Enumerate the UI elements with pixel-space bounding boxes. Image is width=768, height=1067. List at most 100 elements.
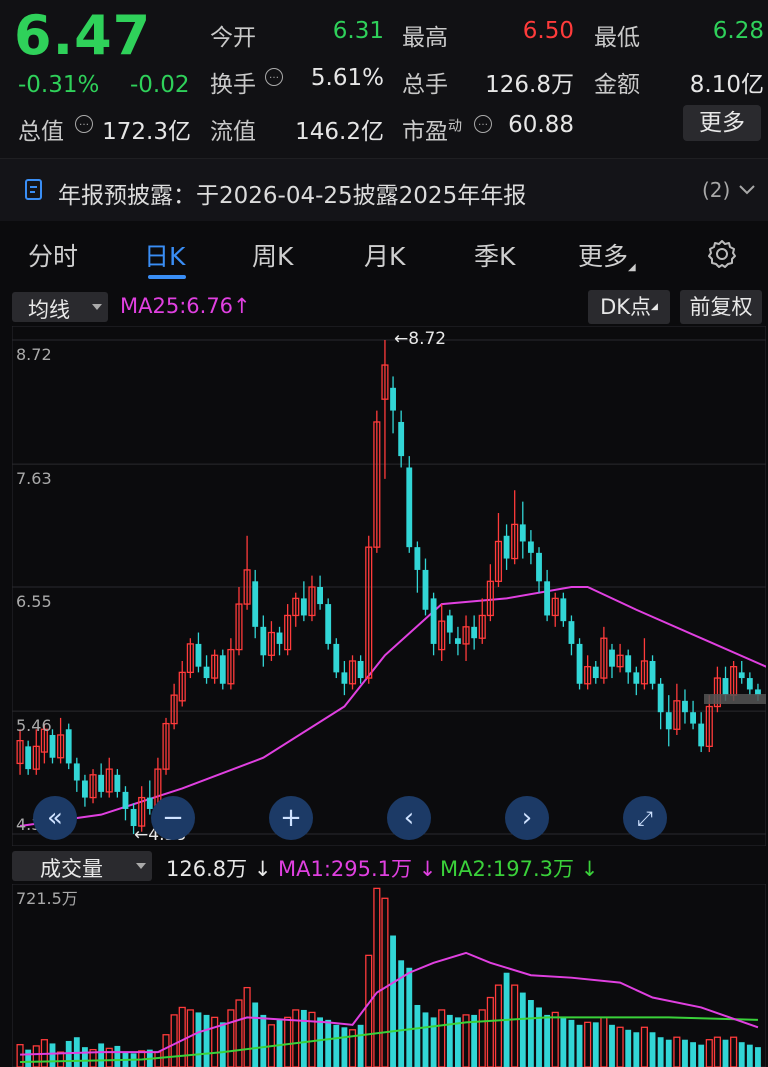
candle-body (576, 643, 583, 684)
tab-monthly-k[interactable]: 月K (364, 242, 406, 271)
open-value: 6.31 (332, 18, 384, 44)
more-button[interactable]: 更多 (683, 105, 761, 141)
candle-body (219, 655, 226, 684)
candle-body (252, 581, 259, 627)
period-tabs: 分时 日K 周K 月K 季K 更多◢ (0, 222, 768, 286)
candle-body (455, 638, 461, 644)
candle-body (284, 614, 292, 651)
ma25-legend: MA25:6.76↑ (120, 294, 251, 318)
volume-bar (657, 1037, 664, 1067)
candle (276, 626, 283, 656)
candle (284, 604, 292, 656)
chevron-down-icon (136, 863, 146, 869)
volume-ma-lines (20, 951, 759, 1064)
open-label: 今开 (210, 25, 256, 51)
volume-bar (227, 1009, 235, 1067)
candle (584, 655, 592, 690)
candle-body (705, 705, 713, 748)
candle (398, 410, 405, 468)
zoom-in-icon[interactable]: + (269, 796, 313, 840)
candle-body (422, 569, 429, 610)
candle-body (381, 364, 389, 400)
candle-body (65, 729, 72, 764)
candle (511, 490, 519, 565)
candle (365, 535, 373, 684)
turnover-label: 换手 (210, 72, 256, 98)
candle-body (57, 734, 65, 759)
notice-bar[interactable]: 年报预披露：于2026-04-25披露2025年年报 (2) (0, 158, 768, 221)
y-tick-label: 7.63 (16, 469, 52, 488)
gear-icon[interactable] (706, 238, 738, 270)
candle-body (276, 632, 283, 644)
adjust-button[interactable]: 前复权 (680, 290, 762, 324)
candle-body (494, 540, 503, 582)
candle-body (105, 768, 113, 793)
y-tick-label: 8.72 (16, 345, 52, 364)
candle (341, 660, 348, 696)
candle (146, 780, 153, 815)
tab-quarterly-k[interactable]: 季K (474, 242, 516, 271)
info-icon[interactable]: … (75, 115, 93, 133)
volume-indicator-select[interactable]: 成交量 (12, 851, 152, 881)
candle-body (633, 672, 640, 684)
candle-body (446, 615, 453, 633)
info-icon[interactable]: … (474, 115, 492, 133)
info-icon[interactable]: … (265, 68, 283, 86)
dk-point-button[interactable]: DK点◢ (588, 290, 670, 324)
candle-body (640, 660, 648, 685)
fullscreen-icon[interactable]: ⤢ (623, 796, 667, 840)
rewind-icon[interactable]: « (33, 796, 77, 840)
candle (430, 592, 437, 656)
candle (219, 649, 226, 690)
amount-label: 金额 (594, 72, 640, 98)
volume-bar (325, 1019, 332, 1067)
volume-bar (82, 1047, 88, 1067)
volume-y-tick: 721.5万 (16, 889, 78, 908)
candle-body (98, 774, 105, 792)
volume-bar (57, 1051, 65, 1067)
volume-bar (494, 984, 503, 1067)
candle-body (471, 626, 478, 639)
volume-bar (398, 960, 405, 1067)
tab-weekly-k[interactable]: 周K (252, 242, 294, 271)
pe-value: 60.88 (508, 112, 574, 138)
volume-frame (12, 884, 766, 1067)
candle-body (203, 666, 210, 679)
candle (746, 672, 753, 696)
kline-chart[interactable]: 8.727.636.555.464.38 ←8.72 ←4.38 (12, 326, 766, 846)
chevron-down-icon (92, 304, 102, 310)
candle (260, 615, 267, 667)
volume-label: 总手 (402, 72, 448, 98)
candle (414, 541, 421, 593)
zoom-out-icon[interactable]: − (151, 796, 195, 840)
y-tick-label: 5.46 (16, 716, 52, 735)
volume-bar (665, 1039, 672, 1067)
volume-bar (195, 1012, 202, 1067)
candle (478, 598, 486, 644)
float-value-label: 流值 (210, 119, 256, 145)
candle (446, 609, 453, 644)
next-icon[interactable]: › (505, 796, 549, 840)
candle-body (438, 620, 446, 651)
prev-icon[interactable]: ‹ (387, 796, 431, 840)
ma2-polyline (20, 1016, 758, 1064)
volume-bar (576, 1024, 583, 1067)
ma1-legend: MA1:295.1万 ↓ (278, 857, 437, 881)
candle (243, 535, 251, 610)
candle-body (609, 649, 615, 667)
report-icon (25, 179, 42, 200)
volume-chart[interactable]: 721.5万 (12, 884, 766, 1067)
volume-bar (243, 986, 251, 1067)
tab-more[interactable]: 更多◢ (578, 242, 636, 273)
candle (738, 660, 745, 684)
candle (462, 615, 470, 661)
chevron-down-icon[interactable] (738, 183, 756, 197)
volume-legend: 126.8万 ↓ (166, 857, 272, 881)
indicator-select[interactable]: 均线 (12, 292, 108, 322)
candle (527, 530, 534, 565)
tab-intraday[interactable]: 分时 (28, 242, 79, 271)
tab-daily-k[interactable]: 日K (144, 242, 186, 271)
candle-body (592, 666, 599, 679)
candle-body (130, 808, 137, 827)
candle-body (40, 728, 48, 753)
